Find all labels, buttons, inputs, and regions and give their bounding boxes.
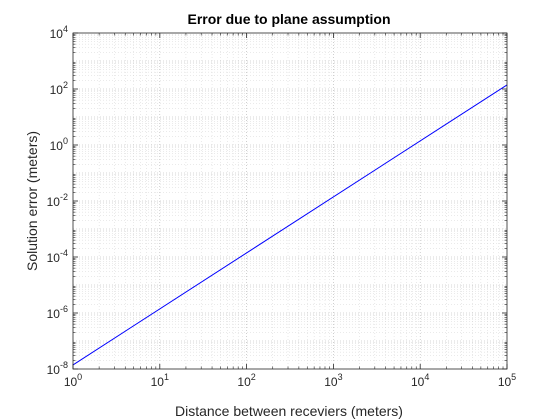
- y-tick-label: 102: [50, 80, 68, 97]
- x-tick-labels: 100 101 102 103 104 105: [64, 372, 516, 389]
- x-tick-label-base: 10: [498, 375, 512, 389]
- x-tick-label-exponent: 2: [251, 372, 256, 382]
- y-tick-label-base: 10: [47, 363, 61, 377]
- ticks: [72, 32, 508, 370]
- y-tick-label: 10-8: [47, 360, 68, 377]
- y-tick-label-exponent: -8: [60, 360, 68, 370]
- y-tick-label-base: 10: [50, 139, 64, 153]
- y-tick-label-exponent: 2: [63, 80, 68, 90]
- y-tick-label-exponent: 4: [63, 24, 68, 34]
- y-tick-label-base: 10: [47, 195, 61, 209]
- x-tick-label: 100: [64, 372, 82, 389]
- x-tick-label-base: 10: [324, 375, 338, 389]
- y-tick-label-base: 10: [47, 307, 61, 321]
- y-tick-label-base: 10: [50, 83, 64, 97]
- y-tick-label: 100: [50, 136, 68, 153]
- x-tick-label-base: 10: [411, 375, 425, 389]
- grid: [73, 33, 507, 369]
- y-tick-label-base: 10: [50, 27, 64, 41]
- y-tick-label-base: 10: [47, 251, 61, 265]
- x-tick-label: 104: [411, 372, 429, 389]
- y-tick-label: 10-2: [47, 192, 68, 209]
- x-tick-label: 103: [324, 372, 342, 389]
- plot-area: [72, 32, 508, 370]
- y-tick-label-exponent: -4: [60, 248, 68, 258]
- y-tick-label: 10-6: [47, 304, 68, 321]
- x-tick-label-exponent: 3: [338, 372, 343, 382]
- series-line: [72, 84, 508, 366]
- x-tick-label-exponent: 0: [77, 372, 82, 382]
- x-tick-label-exponent: 1: [164, 372, 169, 382]
- x-tick-label: 102: [237, 372, 255, 389]
- x-tick-label-exponent: 5: [511, 372, 516, 382]
- series-layer: [72, 84, 508, 366]
- x-tick-label: 105: [498, 372, 516, 389]
- y-tick-label: 104: [50, 24, 68, 41]
- y-tick-label: 10-4: [47, 248, 68, 265]
- x-tick-label-base: 10: [151, 375, 165, 389]
- y-tick-label-exponent: -2: [60, 192, 68, 202]
- x-axis-label: Distance between receviers (meters): [175, 403, 403, 419]
- y-tick-label-exponent: -6: [60, 304, 68, 314]
- x-tick-label-exponent: 4: [424, 372, 429, 382]
- x-tick-label: 101: [151, 372, 169, 389]
- x-tick-label-base: 10: [64, 375, 78, 389]
- y-tick-label-exponent: 0: [63, 136, 68, 146]
- y-axis-label: Solution error (meters): [24, 131, 40, 271]
- x-tick-label-base: 10: [237, 375, 251, 389]
- chart-title: Error due to plane assumption: [187, 11, 390, 27]
